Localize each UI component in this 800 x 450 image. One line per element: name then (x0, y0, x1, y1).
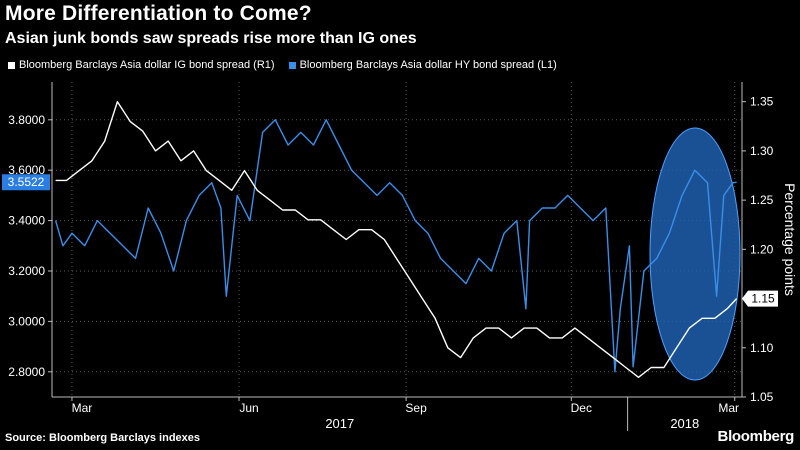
legend-item-hy: Bloomberg Barclays Asia dollar HY bond s… (288, 59, 557, 71)
left-tick-label: 3.6000 (8, 163, 45, 177)
x-tick-label: Jun (239, 401, 258, 415)
series-lines (54, 100, 738, 378)
highlight-ellipse (649, 127, 741, 381)
highlight-annotation (649, 127, 741, 381)
chart-legend: Bloomberg Barclays Asia dollar IG bond s… (8, 59, 557, 71)
legend-label-ig: Bloomberg Barclays Asia dollar IG bond s… (19, 59, 275, 71)
right-axis-title: Percentage points (782, 183, 798, 296)
left-tick-label: 3.2000 (8, 264, 45, 278)
right-tick-label: 1.05 (750, 390, 774, 404)
left-tick-label: 2.8000 (8, 365, 45, 379)
year-label-2018: 2018 (670, 416, 699, 431)
axes: 2.8000 3.0000 3.2000 3.4000 3.6000 3.8000 1.05… (2, 82, 798, 431)
series-line-ig (55, 100, 738, 378)
x-tick-label: Dec (571, 401, 592, 415)
right-tick-label: 1.35 (750, 95, 774, 109)
year-label-2017: 2017 (325, 416, 354, 431)
series-line-hy (54, 119, 737, 373)
chart-subtitle: Asian junk bonds saw spreads rise more t… (5, 30, 417, 47)
x-tick-label: Mar (72, 401, 93, 415)
legend-swatch-hy (288, 61, 296, 69)
legend-swatch-ig (8, 61, 15, 69)
chart-title: More Differentiation to Come? (5, 2, 312, 25)
left-tick-label: 3.4000 (8, 214, 45, 228)
left-last-value-tag-box (2, 174, 50, 191)
brand-logo: Bloomberg (717, 428, 795, 445)
left-last-value-tag: 3.5522 (8, 175, 45, 189)
right-tick-label: 1.30 (750, 144, 774, 158)
x-tick-label: Sep (405, 401, 427, 415)
left-tick-label: 3.8000 (8, 113, 45, 127)
x-tick-label: Mar (718, 401, 739, 415)
legend-label-hy: Bloomberg Barclays Asia dollar HY bond s… (299, 59, 557, 71)
grid-lines (52, 82, 742, 397)
right-last-value-tag: 1.15 (751, 292, 775, 306)
left-tick-label: 3.0000 (8, 314, 45, 328)
right-last-value-tag-box (742, 290, 778, 307)
right-tick-label: 1.10 (750, 341, 774, 355)
source-note: Source: Bloomberg Barclays indexes (5, 432, 201, 444)
right-tick-label: 1.25 (750, 193, 774, 207)
right-tick-label: 1.20 (750, 242, 774, 256)
legend-item-ig: Bloomberg Barclays Asia dollar IG bond s… (8, 59, 275, 71)
